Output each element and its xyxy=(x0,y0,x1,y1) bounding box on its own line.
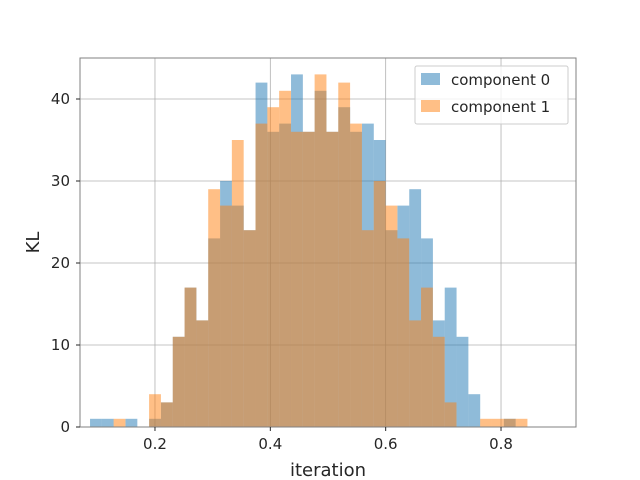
legend-box xyxy=(414,65,569,125)
bar-component-1 xyxy=(432,336,445,427)
bar-component-0 xyxy=(468,394,481,427)
bar-component-1 xyxy=(231,140,244,427)
legend-label-component-1: component 1 xyxy=(451,98,550,116)
x-tick-label: 0.6 xyxy=(374,435,398,453)
legend-swatch-component-1 xyxy=(421,100,440,112)
bar-component-1 xyxy=(196,320,209,427)
y-tick-label: 10 xyxy=(51,336,70,354)
bar-component-0 xyxy=(444,287,457,427)
bar-component-0 xyxy=(125,418,138,427)
bar-component-1 xyxy=(385,205,398,427)
bar-component-1 xyxy=(503,418,516,427)
bar-component-1 xyxy=(267,107,280,427)
x-axis-label: iteration xyxy=(290,460,366,480)
plot-area-frame xyxy=(79,57,577,428)
bar-component-1 xyxy=(160,402,173,427)
y-tick-label: 30 xyxy=(51,172,70,190)
bar-component-1 xyxy=(208,189,221,427)
bar-component-0 xyxy=(90,418,102,427)
bar-component-1 xyxy=(444,402,457,427)
bar-component-1 xyxy=(255,123,268,427)
bar-component-1 xyxy=(326,131,339,428)
x-tick-label: 0.2 xyxy=(143,435,167,453)
bar-component-1 xyxy=(421,287,433,427)
bar-component-1 xyxy=(350,123,362,427)
bar-component-1 xyxy=(290,131,303,428)
y-axis-label: KL xyxy=(23,232,44,254)
bar-component-1 xyxy=(149,394,161,427)
bar-component-1 xyxy=(220,205,232,427)
bar-component-1 xyxy=(314,74,327,428)
y-tick-label: 20 xyxy=(51,254,70,272)
bar-component-1 xyxy=(361,230,374,427)
bar-component-1 xyxy=(243,230,256,427)
bar-component-0 xyxy=(409,189,422,427)
bar-component-1 xyxy=(279,90,291,428)
bar-component-1 xyxy=(480,418,492,427)
bar-component-1 xyxy=(373,181,386,427)
bar-component-1 xyxy=(409,320,422,427)
y-tick-label: 40 xyxy=(51,90,70,108)
bar-component-1 xyxy=(172,336,185,427)
bar-component-1 xyxy=(515,418,528,427)
bar-component-1 xyxy=(113,418,126,427)
y-tick-label: 0 xyxy=(60,418,70,436)
legend-swatch-component-0 xyxy=(421,73,440,85)
bar-component-1 xyxy=(184,287,197,427)
bar-component-1 xyxy=(338,82,351,427)
bar-component-1 xyxy=(491,418,504,427)
bar-component-1 xyxy=(302,131,315,428)
bar-component-1 xyxy=(397,238,410,427)
bar-component-0 xyxy=(456,336,469,427)
x-tick-label: 0.8 xyxy=(489,435,513,453)
axis-ticks: 0.2 0.4 0.6 0.8 0 10 20 30 40 xyxy=(51,90,513,453)
legend: component 0 component 1 xyxy=(414,65,569,125)
x-tick-label: 0.4 xyxy=(258,435,282,453)
bar-component-0 xyxy=(101,418,114,427)
legend-label-component-0: component 0 xyxy=(451,71,550,89)
histogram-bars xyxy=(90,74,528,428)
